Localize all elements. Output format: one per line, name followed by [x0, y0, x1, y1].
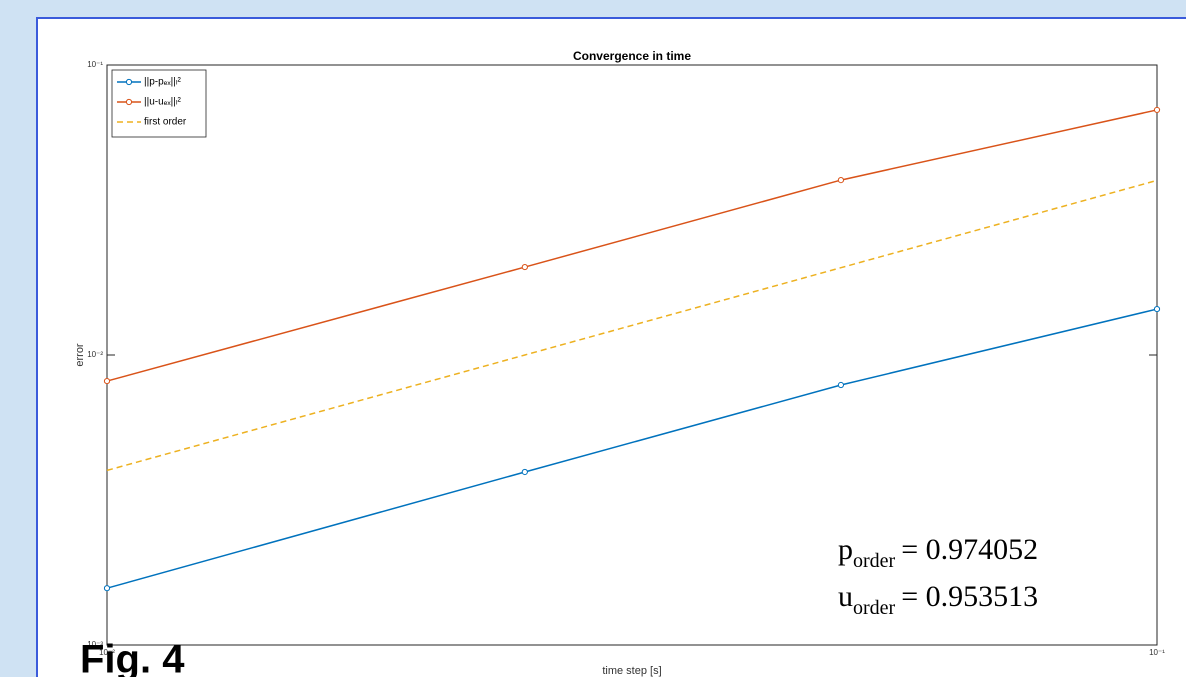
- annotation: porder = 0.974052: [838, 533, 1038, 572]
- x-tick-label: 10⁻²: [99, 648, 115, 657]
- series-line: [106, 308, 1158, 589]
- annotation-subscript: order: [853, 597, 896, 619]
- legend-label: ||u-uₑₓ||ₗ²: [144, 97, 182, 108]
- point: [1153, 106, 1161, 114]
- annotation-subscript: order: [853, 550, 896, 572]
- x-tick-label: 10⁻¹: [1149, 648, 1165, 657]
- point: [103, 585, 111, 592]
- x-axis-label: time step [s]: [602, 665, 661, 677]
- y-tick-label: 10⁻¹: [87, 60, 103, 69]
- point: [521, 468, 528, 476]
- point: [1153, 305, 1161, 313]
- panel: [36, 17, 1186, 677]
- annotation-symbol: p: [838, 533, 853, 566]
- legend: ||p-pₑₓ||ₗ² ||u-uₑₓ||ₗ² first order: [111, 69, 207, 138]
- legend-label: ||p-pₑₓ||ₗ²: [144, 77, 182, 88]
- point: [837, 381, 845, 389]
- legend-marker: [125, 78, 133, 86]
- figure-label: Fig. 4: [80, 638, 185, 677]
- point: [837, 176, 845, 184]
- legend-marker: [125, 98, 133, 106]
- annotation-text: = 0.974052: [901, 533, 1038, 566]
- annotation-symbol: u: [838, 580, 853, 613]
- y-tick-label: 10⁻²: [87, 350, 103, 359]
- series-line: [106, 109, 1158, 382]
- point: [521, 263, 528, 271]
- legend-label: first order: [144, 117, 187, 128]
- annotation: uorder = 0.953513: [838, 580, 1038, 619]
- annotation-text: = 0.953513: [901, 580, 1038, 613]
- chart-title: Convergence in time: [573, 49, 691, 63]
- point: [103, 377, 111, 385]
- y-tick-label: 10⁻³: [87, 640, 103, 649]
- series-line: [106, 179, 1158, 472]
- y-axis-label: error: [74, 343, 86, 367]
